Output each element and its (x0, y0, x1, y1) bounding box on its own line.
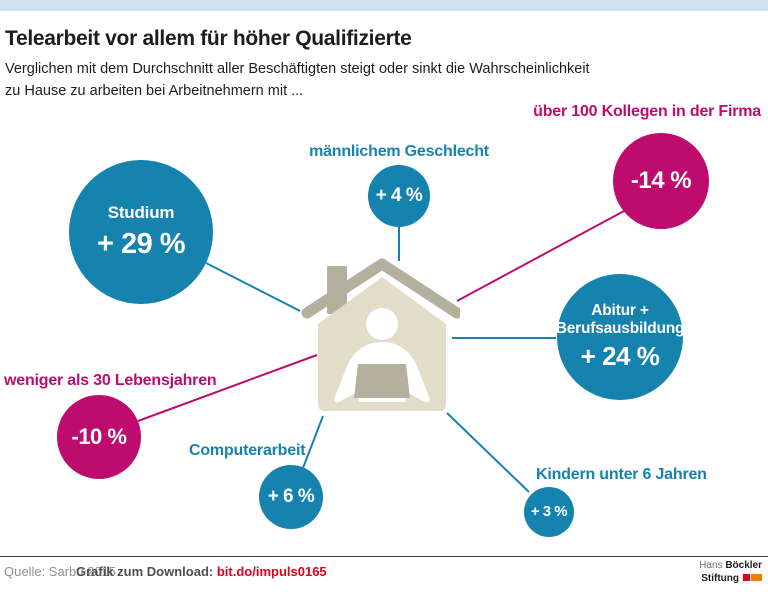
page-subtitle-line1: Verglichen mit dem Durchschnitt aller Be… (5, 61, 590, 77)
home-office-icon (301, 258, 460, 411)
logo-red-square (743, 573, 750, 581)
logo-orange-square (751, 573, 762, 581)
bubble-weniger-als-30: -10 % (57, 395, 141, 479)
connector-line-studium (205, 262, 301, 312)
bubble-value: + 6 % (267, 486, 315, 508)
roof-shape (301, 258, 460, 319)
connector-line-kinder (446, 412, 530, 493)
download-label: Grafik zum Download: (76, 564, 214, 579)
footer-divider (0, 556, 768, 557)
download-note: Grafik zum Download: bit.do/impuls0165 (76, 564, 327, 579)
header-accent-strip (0, 0, 768, 11)
bubble-maennliches-geschlecht: + 4 % (368, 165, 430, 227)
laptop-base (358, 398, 406, 402)
bubble-value: -10 % (71, 424, 127, 450)
bubble-kinder-unter-6: + 3 % (524, 487, 574, 537)
bubble-label: Studium (107, 202, 175, 222)
connector-line-computer (302, 415, 324, 469)
bubble-computerarbeit: + 6 % (259, 465, 323, 529)
bubble-abitur-berufsausbildung: Abitur + Berufsausbildung + 24 % (555, 274, 685, 400)
label-kinder-unter-6: Kindern unter 6 Jahren (536, 466, 707, 483)
laptop-icon (354, 364, 410, 398)
bubble-value: + 4 % (375, 185, 423, 207)
download-link[interactable]: bit.do/impuls0165 (216, 564, 327, 579)
bubble-value: -14 % (630, 167, 692, 195)
logo-text-hans: Hans (699, 560, 723, 571)
bubble-value: + 24 % (580, 341, 660, 372)
label-maennliches-geschlecht: männlichem Geschlecht (309, 143, 489, 160)
bubble-label-line1: Abitur + (591, 301, 649, 319)
bubble-ueber-100-kollegen: -14 % (613, 133, 709, 229)
bubble-value: + 29 % (96, 228, 186, 261)
bubble-studium: Studium + 29 % (69, 160, 213, 304)
label-ueber-100-kollegen: über 100 Kollegen in der Firma (533, 103, 761, 120)
logo-text-stiftung: Stiftung (701, 572, 739, 584)
bubble-label-line2: Berufsausbildung (555, 319, 685, 337)
logo-text-boeckler: Böckler (725, 560, 762, 571)
label-computerarbeit: Computerarbeit (189, 442, 306, 459)
source-note: Quelle: Sarbu 2015 (4, 564, 117, 579)
page-title: Telearbeit vor allem für höher Qualifizi… (5, 27, 412, 50)
hans-boeckler-stiftung-logo: Hans Böckler Stiftung (699, 560, 762, 585)
bubble-value: + 3 % (530, 503, 568, 521)
page-subtitle-line2: zu Hause zu arbeiten bei Arbeitnehmern m… (5, 83, 304, 99)
label-weniger-als-30: weniger als 30 Lebensjahren (4, 372, 217, 389)
person-head (366, 308, 398, 340)
